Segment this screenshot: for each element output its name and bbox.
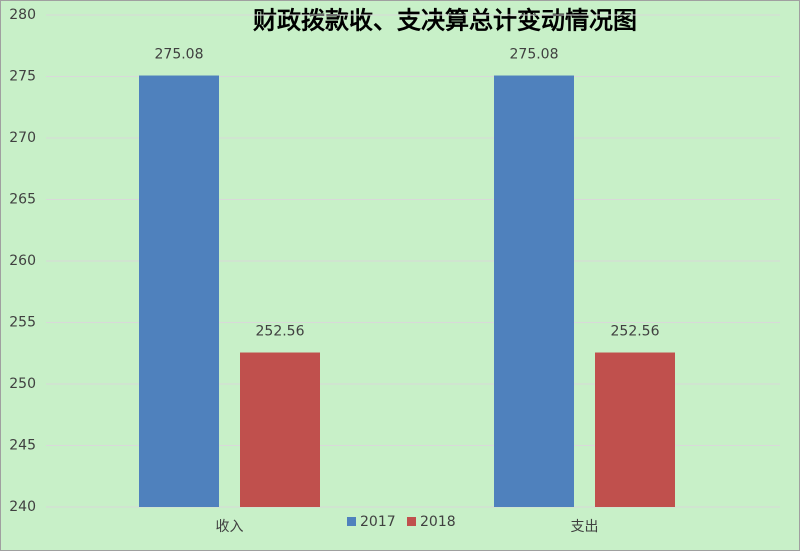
y-tick-label: 280 [9, 7, 36, 23]
bar [595, 352, 675, 507]
y-tick-label: 240 [9, 499, 36, 515]
value-label: 252.56 [611, 324, 660, 340]
y-tick-label: 275 [9, 69, 36, 85]
bar [240, 352, 320, 507]
bar [139, 75, 219, 508]
y-tick-label: 260 [9, 253, 36, 269]
y-tick-label: 265 [9, 192, 36, 208]
legend-swatch [407, 517, 416, 526]
y-tick-label: 245 [9, 438, 36, 454]
chart-title: 财政拨款收、支决算总计变动情况图 [253, 6, 637, 35]
y-tick-label: 270 [9, 130, 36, 146]
value-label: 275.08 [510, 47, 559, 63]
x-tick-label: 收入 [216, 519, 244, 535]
bar [494, 75, 574, 508]
x-tick-label: 支出 [571, 519, 599, 535]
legend-label: 2018 [420, 514, 456, 530]
legend-label: 2017 [360, 514, 396, 530]
value-label: 252.56 [256, 324, 305, 340]
value-label: 275.08 [155, 47, 204, 63]
y-tick-label: 250 [9, 376, 36, 392]
y-tick-label: 255 [9, 315, 36, 331]
legend-swatch [347, 517, 356, 526]
